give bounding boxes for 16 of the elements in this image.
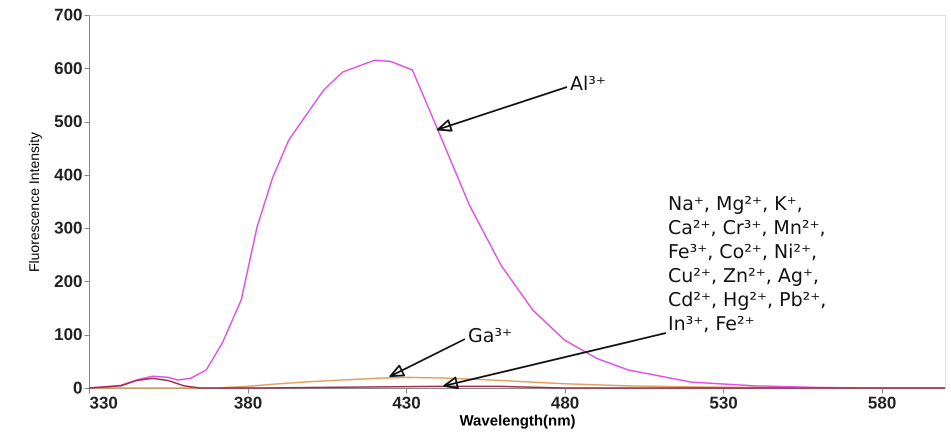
x-tick-label: 430 (392, 394, 421, 412)
y-tick-label: 300 (54, 218, 82, 238)
x-tick-label: 480 (550, 394, 580, 412)
y-axis-title: Fluorescence Intensity (26, 132, 42, 272)
y-tick-label: 200 (54, 272, 82, 291)
x-tick-label: 580 (868, 394, 896, 412)
y-tick-label: 100 (54, 325, 82, 344)
y-tick-label: 400 (54, 165, 82, 184)
y-tick-label: 0 (73, 378, 82, 398)
x-tick-label: 530 (709, 394, 738, 412)
x-tick-label: 330 (90, 394, 118, 412)
y-tick-label: 500 (54, 112, 82, 132)
x-axis-title: Wavelength(nm) (459, 412, 576, 430)
y-tick-label: 600 (54, 58, 82, 78)
y-tick-label: 700 (54, 6, 82, 24)
x-tick-label: 380 (234, 394, 262, 412)
